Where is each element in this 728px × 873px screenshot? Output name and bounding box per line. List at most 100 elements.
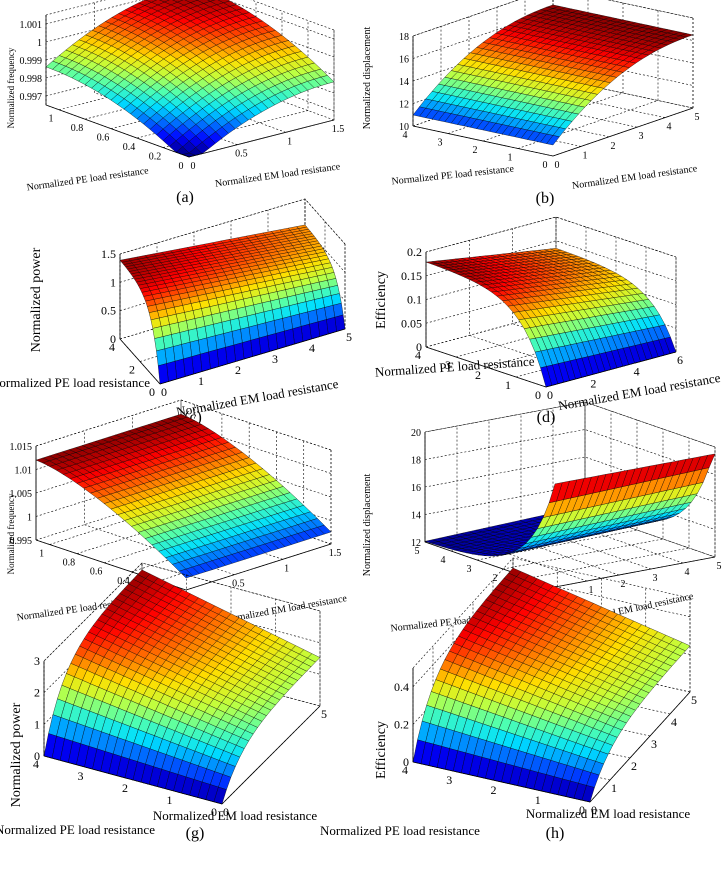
y-gridline-3	[455, 227, 587, 358]
surface-cell	[158, 363, 169, 385]
x-tick-label: 5	[346, 330, 352, 344]
x-tick-label: 5	[695, 112, 700, 123]
x-tick-label: 4	[685, 567, 690, 578]
x-tick-label: 6	[677, 353, 683, 367]
x-tick-label: 1.5	[332, 124, 345, 135]
z-axis-label: Efficiency	[374, 721, 389, 779]
y-axis-label: Normalized PE load resistance	[391, 164, 515, 188]
x-tick-label: 2	[621, 579, 626, 590]
x-axis-line	[554, 556, 716, 588]
y-axis-line	[119, 338, 161, 385]
z-tick-label: 10	[399, 122, 409, 133]
x-tick-label: 4	[671, 715, 677, 729]
y-tick-label: 0.2	[149, 152, 162, 163]
y-tick-label: 1	[508, 153, 513, 164]
x-tick-label: 3	[653, 573, 658, 584]
z-tick-label: 12	[399, 100, 409, 111]
x-axis-line	[159, 328, 346, 385]
x-tick-label: 4	[667, 122, 672, 133]
z-tick-label: 0	[110, 332, 116, 346]
surface-cell	[154, 336, 165, 352]
y-tick-label: 1	[49, 114, 54, 125]
surface-mesh	[425, 248, 677, 388]
z-axis-label: Normalized displacement	[362, 474, 373, 577]
z-axis-label: Normalized power	[29, 247, 44, 352]
z-tick-label: 1.015	[10, 442, 33, 453]
y-tick-label: 3	[438, 138, 443, 149]
z-tick-label: 1	[110, 275, 116, 289]
panel-caption: (h)	[546, 825, 565, 842]
z-tick-label: 0.997	[20, 92, 43, 103]
z-tick-label: 0.05	[401, 316, 422, 330]
z-axis-label: Normalized frequency	[6, 47, 16, 128]
z-axis-label: Normalized frequency	[6, 493, 16, 574]
z-tick-label: 1.01	[15, 466, 33, 477]
surface-mesh	[119, 224, 346, 385]
z-axis-label: Efficiency	[374, 271, 389, 329]
z-tick-label: 14	[399, 77, 409, 88]
z-tick-label: 1	[34, 717, 40, 731]
z-tick-label: 0.2	[394, 717, 409, 731]
surface-cell	[156, 348, 167, 367]
x-axis-label: Normalized EM load resistance	[153, 808, 317, 823]
z-tick-label: 16	[411, 483, 421, 494]
z-tick-label: 2	[34, 686, 40, 700]
y-tick-label: 0	[179, 161, 184, 172]
z-tick-label: 0	[34, 749, 40, 763]
x-tick-label: 1	[284, 563, 289, 574]
x-axis-label: Normalized EM load resistance	[526, 806, 690, 821]
z-tick-label: 0.1	[407, 293, 422, 307]
x-tick-label: 0	[191, 161, 196, 172]
z-tick-label: 0	[416, 340, 422, 354]
surface-mesh	[412, 4, 694, 146]
z-tick-label: 1	[37, 38, 42, 49]
z-tick-label: 0.2	[407, 245, 422, 259]
y-tick-label: 0	[149, 385, 155, 399]
y-tick-label: 3	[467, 564, 472, 575]
x-tick-label: 4	[309, 341, 315, 355]
y-tick-label: 1	[39, 549, 44, 560]
z-gridline-1	[425, 287, 677, 329]
y-tick-label: 0.4	[123, 142, 136, 153]
x-tick-label: 0	[555, 160, 560, 171]
x-tick-label: 3	[272, 352, 278, 366]
y-tick-label: 0.8	[71, 123, 84, 134]
x-tick-label: 0	[547, 388, 553, 402]
z-tick-label: 16	[399, 55, 409, 66]
panel-caption: (a)	[176, 189, 194, 206]
x-tick-label: 5	[321, 707, 327, 721]
y-tick-label: 0	[535, 388, 541, 402]
y-axis-label: Normalized PE load resistance	[0, 822, 155, 837]
y-tick-label: 4	[109, 340, 115, 354]
y-tick-label: 3	[78, 769, 84, 783]
z-tick-label: 0.15	[401, 269, 422, 283]
z-tick-label: 20	[411, 428, 421, 439]
z-tick-label: 14	[411, 511, 421, 522]
panel-caption: (b)	[536, 190, 555, 207]
panel-caption: (g)	[186, 825, 205, 842]
x-axis-line	[552, 107, 694, 157]
x-tick-label: 2	[235, 363, 241, 377]
y-tick-label: 2	[473, 145, 478, 156]
z-tick-label: 12	[411, 538, 421, 549]
y-axis-label: Normalized PE load resistance	[26, 165, 150, 193]
y-tick-label: 1	[505, 378, 511, 392]
z-tick-label: 0	[403, 755, 409, 769]
surface-cell	[546, 135, 560, 146]
y-tick-label: 4	[441, 555, 446, 566]
x-axis-label: Normalized EM load resistance	[214, 161, 341, 190]
surface-panel-a: 0 0.5 1 1.5 0 0.2 0.4 0.6 0.8 1 0.997 0.998 0.999 1 1.…	[6, 0, 344, 206]
x-tick-label: 0	[161, 385, 167, 399]
z-tick-label: 18	[411, 456, 421, 467]
panel-caption: (d)	[537, 409, 556, 426]
z-axis-label: Normalized power	[9, 702, 24, 807]
x-tick-label: 2	[611, 141, 616, 152]
x-tick-label: 1	[583, 150, 588, 161]
x-tick-label: 3	[651, 737, 657, 751]
y-tick-label: 0.6	[97, 133, 110, 144]
x-tick-label: 0.5	[235, 149, 248, 160]
